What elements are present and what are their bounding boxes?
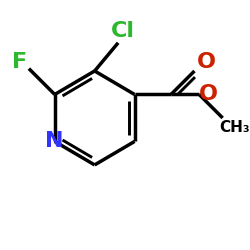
Text: O: O: [199, 84, 218, 104]
Text: CH₃: CH₃: [219, 120, 250, 135]
Text: N: N: [46, 132, 64, 152]
Text: Cl: Cl: [111, 21, 135, 41]
Text: O: O: [197, 52, 216, 72]
Text: F: F: [12, 52, 27, 72]
